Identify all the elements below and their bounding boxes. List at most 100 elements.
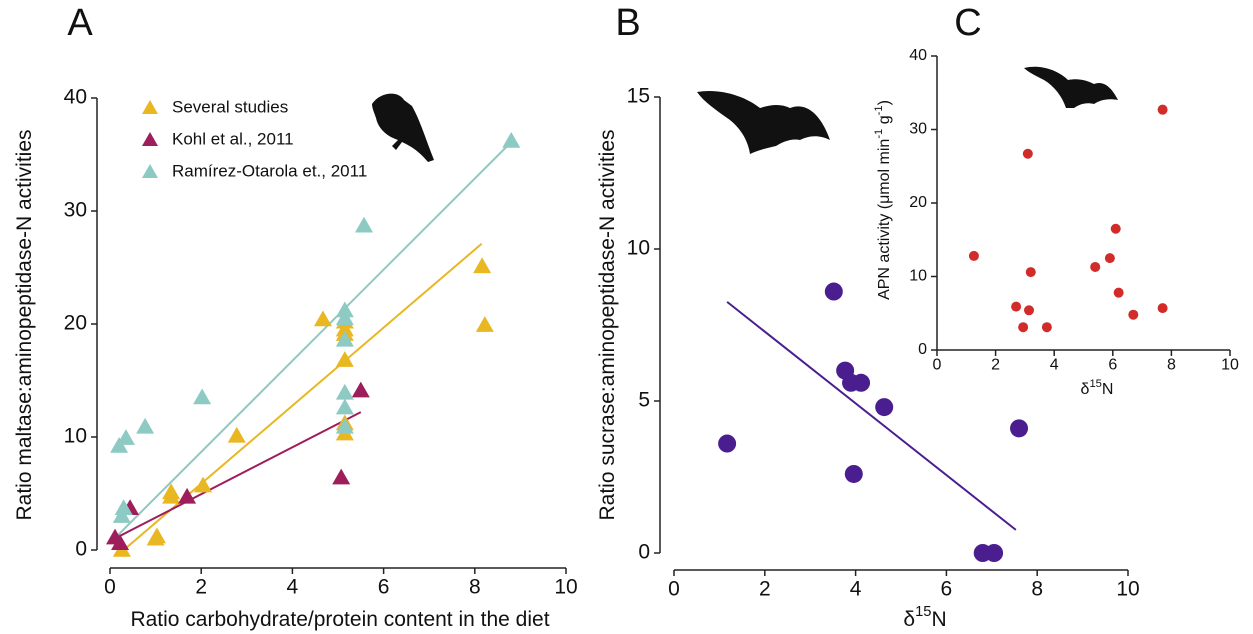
data-point: [335, 417, 354, 434]
data-point: [162, 483, 181, 500]
data-point: [146, 529, 165, 546]
y-tick-label: 0: [638, 541, 650, 564]
data-point: [114, 499, 133, 515]
data-point: [335, 351, 354, 367]
legend-label: Several studies: [172, 97, 288, 116]
data-point: [178, 487, 197, 504]
data-point: [313, 310, 332, 327]
data-point: [1104, 253, 1115, 264]
data-point: [111, 534, 130, 550]
data-point: [351, 381, 370, 398]
data-point: [1022, 148, 1033, 159]
data-point: [968, 250, 979, 261]
bird-silhouette: [372, 93, 434, 162]
x-tick-label: 6: [941, 577, 953, 600]
x-tick-label: 6: [1108, 356, 1117, 373]
data-point: [1041, 322, 1052, 333]
x-tick-label: 4: [287, 575, 299, 598]
data-point: [136, 417, 155, 434]
x-tick-label: 8: [1167, 356, 1176, 373]
data-point: [332, 468, 351, 485]
x-tick-label: 10: [1221, 356, 1239, 373]
data-point: [335, 301, 354, 318]
data-point: [844, 464, 863, 483]
y-tick-label: 0: [75, 538, 87, 561]
x-tick-label: 10: [1116, 577, 1139, 600]
data-point: [1011, 301, 1022, 312]
y-tick-label: 30: [909, 121, 927, 138]
data-point: [1024, 305, 1035, 316]
x-tick-label: 2: [991, 356, 1000, 373]
y-tick-label: 20: [909, 194, 927, 211]
y-tick-label: 40: [64, 86, 87, 109]
data-point: [116, 429, 135, 445]
legend-label: Ramírez-Otarola et., 2011: [172, 161, 367, 180]
x-tick-label: 8: [1031, 577, 1043, 600]
x-tick-label: 8: [469, 575, 481, 598]
data-point: [824, 282, 843, 301]
data-point: [335, 398, 354, 415]
bat-silhouette: [697, 90, 830, 154]
y-tick-label: 10: [64, 425, 87, 448]
x-axis-title: δ15N: [903, 604, 946, 631]
data-point: [1025, 267, 1036, 278]
y-tick-label: 5: [638, 389, 650, 412]
bat-silhouette: [1024, 66, 1118, 108]
data-point: [354, 216, 373, 233]
y-axis-title: Ratio sucrase:aminopeptidase-N activitie…: [596, 129, 619, 520]
y-tick-label: 10: [627, 237, 650, 260]
data-point: [335, 330, 354, 347]
y-axis-title: Ratio maltase:aminopeptidase-N activitie…: [13, 129, 36, 520]
data-point: [1157, 303, 1168, 314]
x-tick-label: 2: [759, 577, 771, 600]
y-tick-label: 40: [909, 47, 927, 64]
data-point: [475, 316, 494, 332]
trend-line: [117, 141, 512, 537]
y-tick-label: 30: [64, 199, 87, 222]
legend-marker: [142, 132, 158, 146]
data-point: [473, 257, 492, 274]
data-point: [502, 131, 521, 148]
data-point: [1090, 261, 1101, 272]
data-point: [1157, 104, 1168, 115]
trend-line: [123, 243, 483, 551]
x-tick-label: 2: [195, 575, 207, 598]
y-tick-label: 0: [918, 341, 927, 358]
x-axis-title: δ15N: [1081, 378, 1114, 398]
panel-label: B: [615, 2, 640, 44]
x-tick-label: 4: [850, 577, 862, 600]
x-tick-label: 6: [378, 575, 390, 598]
data-point: [227, 426, 246, 443]
y-axis-title: APN activity (μmol min-1 g-1): [873, 100, 893, 300]
x-tick-label: 4: [1050, 356, 1059, 373]
data-point: [110, 437, 129, 453]
trend-line: [726, 301, 1017, 531]
data-point: [1018, 322, 1029, 333]
y-tick-label: 20: [64, 312, 87, 335]
data-point: [985, 544, 1004, 562]
data-point: [1128, 309, 1139, 320]
data-point: [112, 507, 131, 523]
data-point: [852, 373, 871, 392]
data-point: [1113, 287, 1124, 298]
panel-label: A: [67, 2, 93, 44]
x-axis-title: Ratio carbohydrate/protein content in th…: [130, 608, 549, 631]
data-point: [718, 434, 737, 453]
data-point: [875, 398, 894, 417]
x-tick-label: 0: [668, 577, 680, 600]
y-tick-label: 15: [627, 85, 650, 108]
data-point: [335, 383, 354, 400]
data-point: [1010, 419, 1029, 438]
x-tick-label: 0: [104, 575, 116, 598]
trend-line: [114, 411, 362, 540]
legend-label: Kohl et al., 2011: [172, 129, 294, 148]
x-tick-label: 0: [933, 356, 942, 373]
data-point: [1110, 223, 1121, 234]
data-point: [194, 476, 213, 493]
legend-marker: [142, 164, 158, 178]
data-point: [335, 309, 354, 326]
legend-marker: [142, 100, 158, 114]
x-tick-label: 10: [554, 575, 577, 598]
y-tick-label: 10: [909, 268, 927, 285]
